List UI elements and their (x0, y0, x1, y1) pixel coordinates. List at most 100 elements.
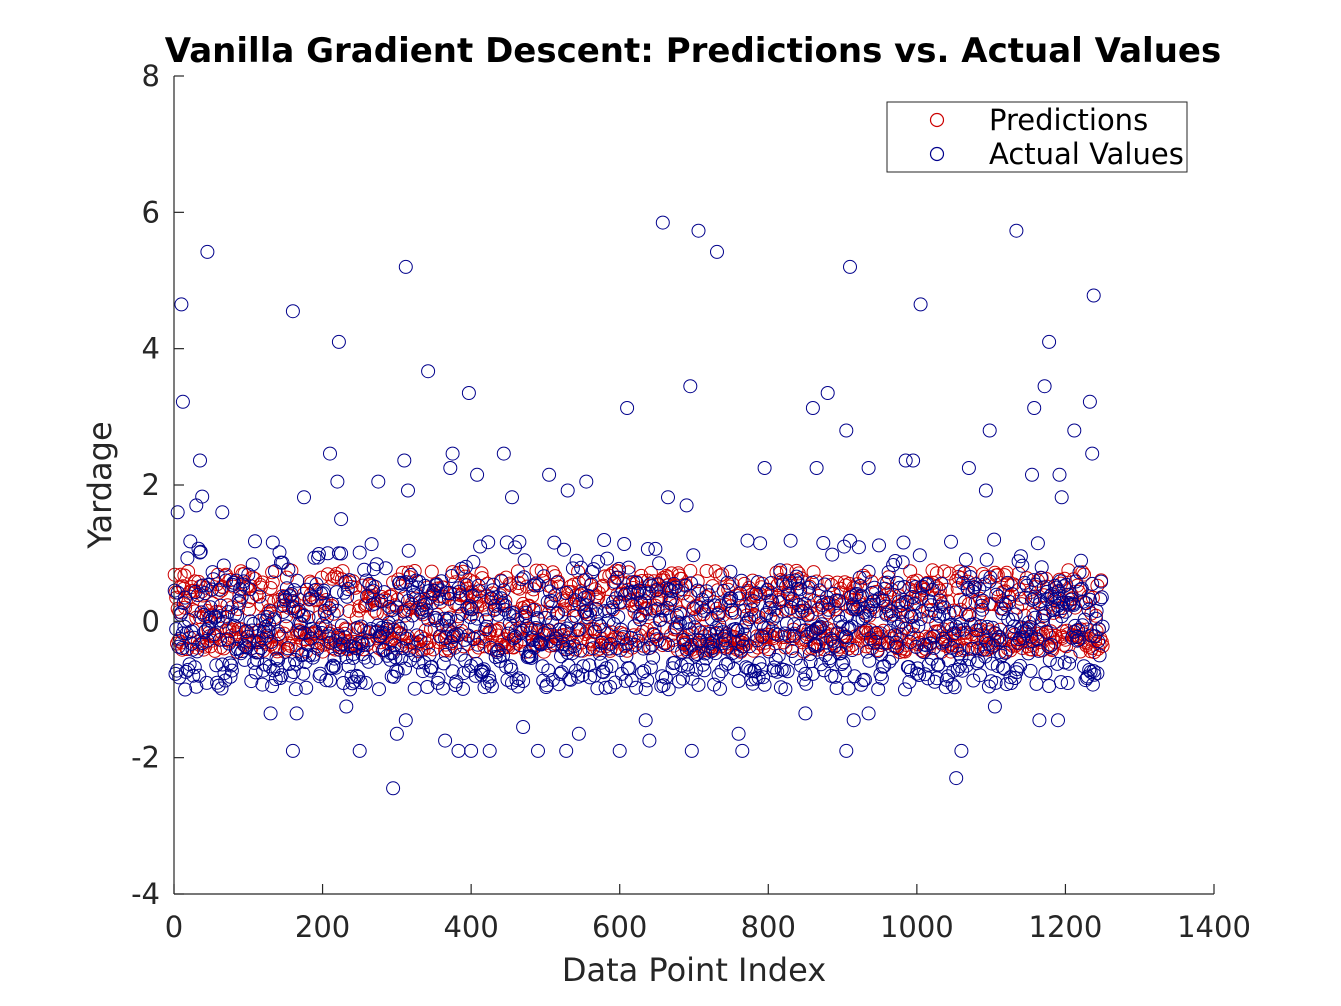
actual-value-point (680, 657, 695, 672)
actual-value-point (696, 603, 711, 618)
actual-value-point (982, 423, 997, 438)
actual-value-point (959, 658, 974, 673)
actual-value-point (1059, 595, 1074, 610)
actual-value-point (565, 646, 580, 661)
actual-value-point (932, 593, 947, 608)
actual-value-point (176, 596, 191, 611)
actual-value-point (411, 655, 426, 670)
actual-value-point (837, 539, 852, 554)
actual-value-point (532, 635, 547, 650)
prediction-point (1095, 639, 1110, 653)
actual-value-point (273, 671, 288, 685)
actual-value-point (811, 621, 826, 635)
actual-value-point (194, 605, 209, 620)
actual-value-point (770, 627, 785, 642)
actual-value-point (293, 625, 308, 640)
actual-value-point (838, 630, 853, 645)
actual-value-point (1030, 632, 1045, 647)
prediction-point (338, 621, 353, 636)
actual-value-point (898, 453, 913, 468)
prediction-point (735, 623, 750, 638)
x-tick-label: 600 (592, 910, 647, 944)
actual-value-point (389, 600, 404, 615)
actual-value-point (765, 612, 780, 627)
prediction-point (997, 568, 1012, 583)
actual-value-point (896, 535, 911, 550)
actual-value-point (793, 582, 808, 597)
prediction-point (898, 642, 913, 657)
actual-value-point (795, 600, 810, 615)
prediction-point (1002, 636, 1017, 651)
actual-value-point (233, 646, 248, 661)
actual-value-point (987, 532, 1002, 547)
actual-value-point (658, 670, 673, 685)
actual-value-point (271, 627, 286, 642)
actual-value-point (675, 644, 690, 659)
prediction-point (713, 568, 727, 583)
actual-value-point (661, 638, 675, 652)
actual-value-point (998, 645, 1013, 660)
actual-value-point (964, 641, 979, 656)
actual-value-point (1087, 667, 1102, 682)
x-tick-label: 800 (741, 910, 796, 944)
actual-value-point (397, 589, 412, 604)
actual-value-point (861, 706, 876, 721)
prediction-point (511, 576, 526, 590)
actual-value-point (913, 297, 928, 312)
actual-value-point (927, 674, 942, 689)
actual-value-point (478, 622, 493, 637)
actual-value-point (212, 582, 227, 597)
actual-value-point (435, 681, 450, 696)
actual-value-point (1007, 619, 1022, 634)
actual-value-point (944, 534, 958, 549)
actual-value-point (479, 619, 494, 634)
prediction-point (477, 639, 492, 654)
actual-value-point (330, 603, 345, 618)
actual-value-point (772, 595, 787, 610)
prediction-point (427, 622, 442, 636)
actual-value-point (253, 640, 268, 655)
actual-value-point (773, 563, 788, 578)
actual-value-point (657, 620, 672, 635)
actual-value-point (169, 622, 184, 637)
actual-value-point (617, 537, 632, 551)
actual-value-point (673, 607, 688, 621)
actual-value-point (1036, 609, 1051, 624)
actual-value-point (1091, 622, 1106, 637)
prediction-point (886, 607, 901, 622)
actual-value-point (880, 575, 895, 590)
actual-value-point (1002, 594, 1016, 609)
actual-value-point (586, 562, 601, 577)
actual-value-point (353, 675, 368, 690)
actual-value-point (577, 590, 592, 605)
actual-value-point (553, 666, 568, 681)
actual-value-point (470, 611, 485, 626)
actual-value-point (339, 699, 354, 714)
actual-value-point (462, 599, 477, 614)
actual-value-point (663, 595, 678, 610)
prediction-point (349, 610, 364, 625)
actual-value-point (976, 593, 990, 608)
actual-value-point (817, 663, 831, 678)
actual-value-point (559, 743, 574, 758)
actual-value-point (330, 474, 345, 489)
prediction-point (806, 565, 821, 580)
actual-value-point (661, 490, 675, 505)
actual-value-point (333, 637, 348, 652)
actual-value-point (861, 564, 876, 579)
actual-value-point (785, 592, 800, 607)
actual-value-point (597, 533, 612, 547)
actual-value-point (267, 612, 282, 627)
actual-value-point (285, 304, 300, 319)
actual-value-point (542, 467, 557, 482)
actual-value-point (851, 540, 866, 555)
actual-value-point (757, 677, 772, 692)
actual-value-point (727, 605, 742, 620)
actual-value-point (285, 743, 300, 758)
actual-value-point (886, 558, 901, 572)
actual-value-point (628, 637, 643, 652)
actual-value-point (192, 668, 207, 683)
actual-value-point (326, 659, 341, 674)
actual-value-point (1050, 656, 1065, 671)
actual-value-point (335, 636, 350, 651)
